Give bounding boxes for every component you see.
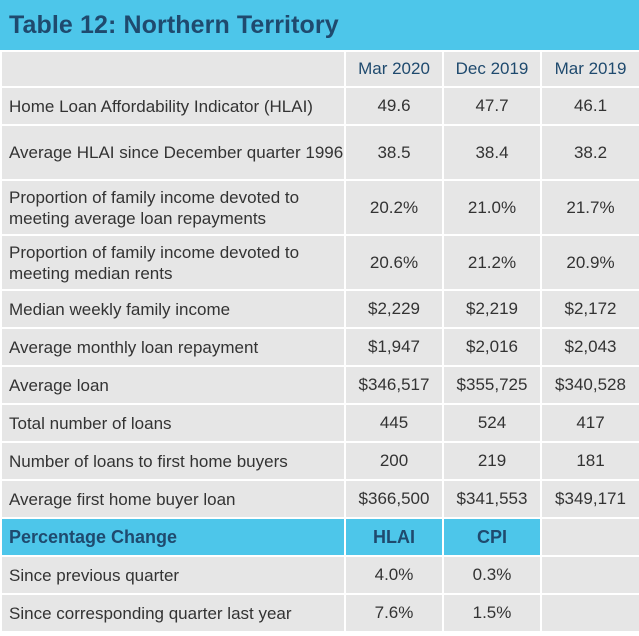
cell-dec-2019: $2,016 [442, 327, 542, 367]
table-row: Median weekly family income $2,229 $2,21… [0, 289, 639, 329]
column-header-dec-2019: Dec 2019 [442, 50, 542, 88]
cell-mar-2019: $340,528 [540, 365, 639, 405]
column-header-hlai: HLAI [344, 517, 444, 557]
percentage-change-header-row: Percentage Change HLAI CPI [0, 517, 639, 557]
data-table: Mar 2020 Dec 2019 Mar 2019 Home Loan Aff… [0, 50, 639, 633]
cell-mar-2019: 46.1 [540, 86, 639, 126]
column-header-row: Mar 2020 Dec 2019 Mar 2019 [0, 50, 639, 88]
cell-mar-2019: $349,171 [540, 479, 639, 519]
cell-dec-2019: $2,219 [442, 289, 542, 329]
row-label: Proportion of family income devoted to m… [0, 234, 346, 291]
row-label: Since corresponding quarter last year [0, 593, 346, 633]
column-header-mar-2020: Mar 2020 [344, 50, 444, 88]
percentage-change-heading: Percentage Change [0, 517, 346, 557]
row-label: Number of loans to first home buyers [0, 441, 346, 481]
cell-dec-2019: 21.0% [442, 179, 542, 236]
cell-mar-2019: 181 [540, 441, 639, 481]
row-label: Average monthly loan repayment [0, 327, 346, 367]
cell-dec-2019: $341,553 [442, 479, 542, 519]
empty-cell [540, 593, 639, 633]
column-header-cpi: CPI [442, 517, 542, 557]
cell-mar-2020: 445 [344, 403, 444, 443]
table-row: Total number of loans 445 524 417 [0, 403, 639, 443]
cell-cpi: 1.5% [442, 593, 542, 633]
table-row: Proportion of family income devoted to m… [0, 179, 639, 236]
row-label: Average HLAI since December quarter 1996 [0, 124, 346, 181]
table-title: Table 12: Northern Territory [9, 11, 339, 39]
cell-mar-2020: $2,229 [344, 289, 444, 329]
cell-mar-2019: 417 [540, 403, 639, 443]
cell-mar-2020: $346,517 [344, 365, 444, 405]
cell-dec-2019: 38.4 [442, 124, 542, 181]
cell-cpi: 0.3% [442, 555, 542, 595]
empty-cell [540, 555, 639, 595]
cell-dec-2019: 47.7 [442, 86, 542, 126]
cell-mar-2019: 38.2 [540, 124, 639, 181]
title-bar: Table 12: Northern Territory [0, 0, 639, 50]
row-label: Median weekly family income [0, 289, 346, 329]
cell-mar-2020: $366,500 [344, 479, 444, 519]
cell-mar-2020: $1,947 [344, 327, 444, 367]
cell-hlai: 7.6% [344, 593, 444, 633]
table-row: Average monthly loan repayment $1,947 $2… [0, 327, 639, 367]
cell-mar-2019: $2,043 [540, 327, 639, 367]
cell-dec-2019: $355,725 [442, 365, 542, 405]
cell-hlai: 4.0% [344, 555, 444, 595]
table-row: Proportion of family income devoted to m… [0, 234, 639, 291]
cell-mar-2020: 200 [344, 441, 444, 481]
cell-mar-2019: 21.7% [540, 179, 639, 236]
table-row: Average loan $346,517 $355,725 $340,528 [0, 365, 639, 405]
cell-mar-2020: 38.5 [344, 124, 444, 181]
row-label: Since previous quarter [0, 555, 346, 595]
table-row: Average HLAI since December quarter 1996… [0, 124, 639, 181]
header-corner [0, 50, 346, 88]
row-label: Proportion of family income devoted to m… [0, 179, 346, 236]
table-row: Since previous quarter 4.0% 0.3% [0, 555, 639, 595]
row-label: Average first home buyer loan [0, 479, 346, 519]
cell-dec-2019: 219 [442, 441, 542, 481]
row-label: Total number of loans [0, 403, 346, 443]
empty-cell [540, 517, 639, 557]
cell-dec-2019: 21.2% [442, 234, 542, 291]
cell-mar-2019: 20.9% [540, 234, 639, 291]
table-row: Since corresponding quarter last year 7.… [0, 593, 639, 633]
cell-mar-2019: $2,172 [540, 289, 639, 329]
cell-mar-2020: 20.2% [344, 179, 444, 236]
column-header-mar-2019: Mar 2019 [540, 50, 639, 88]
row-label: Average loan [0, 365, 346, 405]
row-label: Home Loan Affordability Indicator (HLAI) [0, 86, 346, 126]
table-row: Home Loan Affordability Indicator (HLAI)… [0, 86, 639, 126]
table-row: Average first home buyer loan $366,500 $… [0, 479, 639, 519]
cell-dec-2019: 524 [442, 403, 542, 443]
cell-mar-2020: 49.6 [344, 86, 444, 126]
table-row: Number of loans to first home buyers 200… [0, 441, 639, 481]
cell-mar-2020: 20.6% [344, 234, 444, 291]
